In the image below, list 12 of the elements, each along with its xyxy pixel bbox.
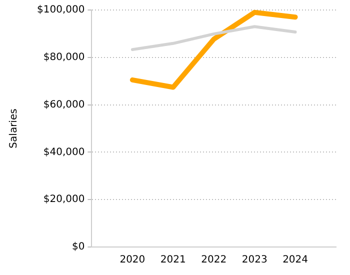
y-tick-label: $80,000 [43, 52, 85, 63]
x-tick-label: 2021 [160, 254, 186, 266]
y-tick-label: $100,000 [36, 4, 85, 16]
y-axis-title: Salaries [8, 108, 20, 148]
y-tick-label: $60,000 [43, 99, 85, 110]
x-tick-label: 2020 [120, 254, 146, 266]
y-tick-label: $0 [72, 242, 85, 253]
x-tick-label: 2023 [242, 254, 268, 266]
x-tick-label: 2024 [282, 254, 308, 266]
y-tick-label: $20,000 [43, 194, 85, 206]
x-tick-label: 2022 [201, 254, 227, 266]
y-tick-label: $40,000 [43, 146, 85, 158]
